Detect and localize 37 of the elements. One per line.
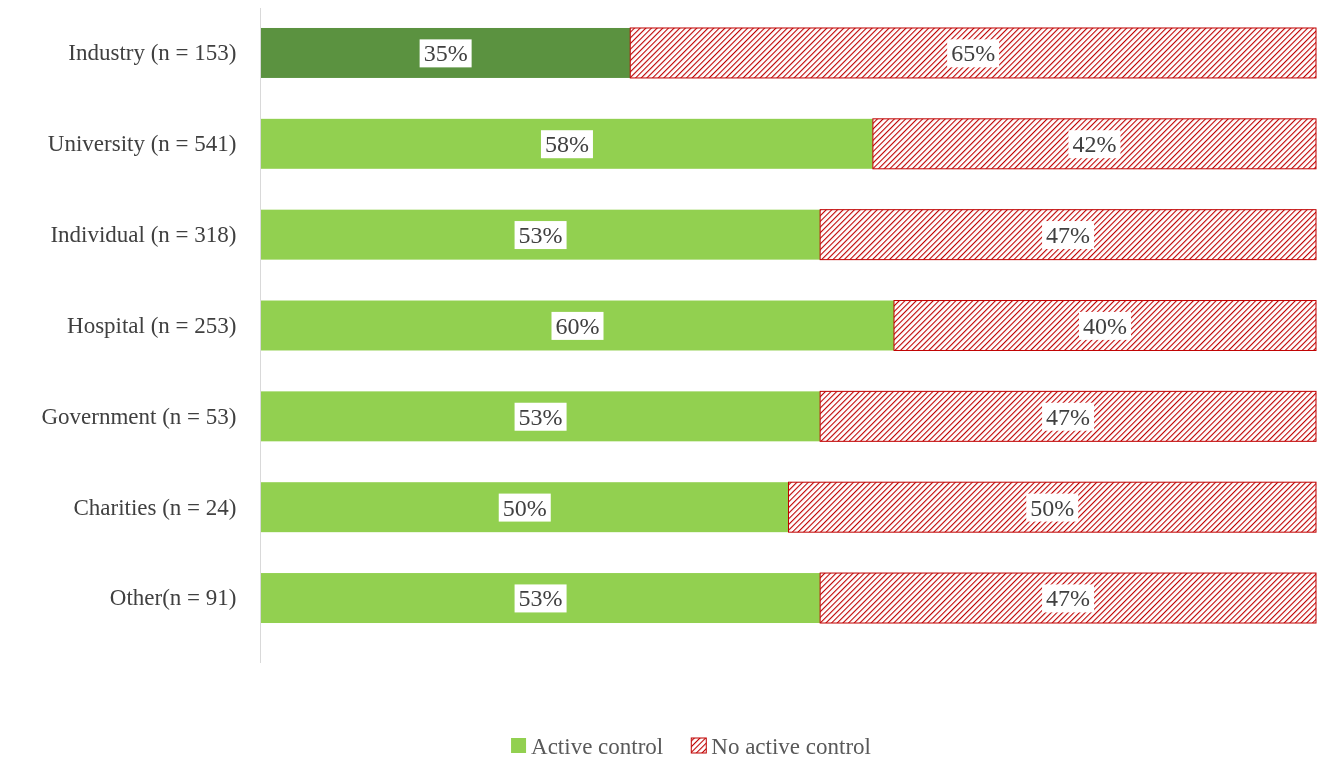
- data-label: 42%: [1072, 131, 1117, 158]
- data-label: 50%: [1030, 494, 1075, 521]
- y-tick-label: Charities (n = 24): [73, 494, 237, 520]
- bar: [261, 118, 873, 169]
- y-tick-label: Other(n = 91): [109, 585, 237, 611]
- data-label: 47%: [1046, 585, 1091, 612]
- bar: [819, 390, 1317, 442]
- bar: [788, 481, 1317, 533]
- bar: [819, 572, 1317, 624]
- y-tick-label: Industry (n = 153): [68, 40, 237, 66]
- data-label: 47%: [1046, 222, 1091, 249]
- data-label: 53%: [518, 585, 563, 612]
- data-label: 60%: [555, 312, 600, 339]
- y-tick-label: Government (n = 53): [41, 403, 237, 429]
- bar: [261, 391, 821, 442]
- data-label: 58%: [544, 131, 589, 158]
- y-tick-label: Hospital (n = 253): [67, 312, 237, 338]
- data-label: 53%: [518, 403, 563, 430]
- y-tick-label: University (n = 541): [47, 131, 237, 157]
- data-label: 35%: [423, 40, 468, 67]
- bar: [819, 209, 1317, 261]
- bar: [893, 300, 1317, 351]
- bar: [261, 27, 631, 78]
- bar: [629, 27, 1317, 79]
- bar: [261, 300, 894, 351]
- data-label: 50%: [502, 494, 547, 521]
- data-label: 40%: [1083, 312, 1127, 339]
- data-label: 65%: [951, 40, 996, 67]
- bar: [261, 482, 789, 533]
- data-label: 47%: [1046, 403, 1091, 430]
- bar: [261, 209, 821, 260]
- y-tick-label: Individual (n = 318): [50, 222, 237, 248]
- bar: [261, 573, 821, 624]
- legend-label: No active control: [711, 734, 871, 760]
- data-label: 53%: [518, 222, 563, 249]
- bar: [872, 118, 1317, 170]
- legend-label: Active control: [531, 734, 664, 760]
